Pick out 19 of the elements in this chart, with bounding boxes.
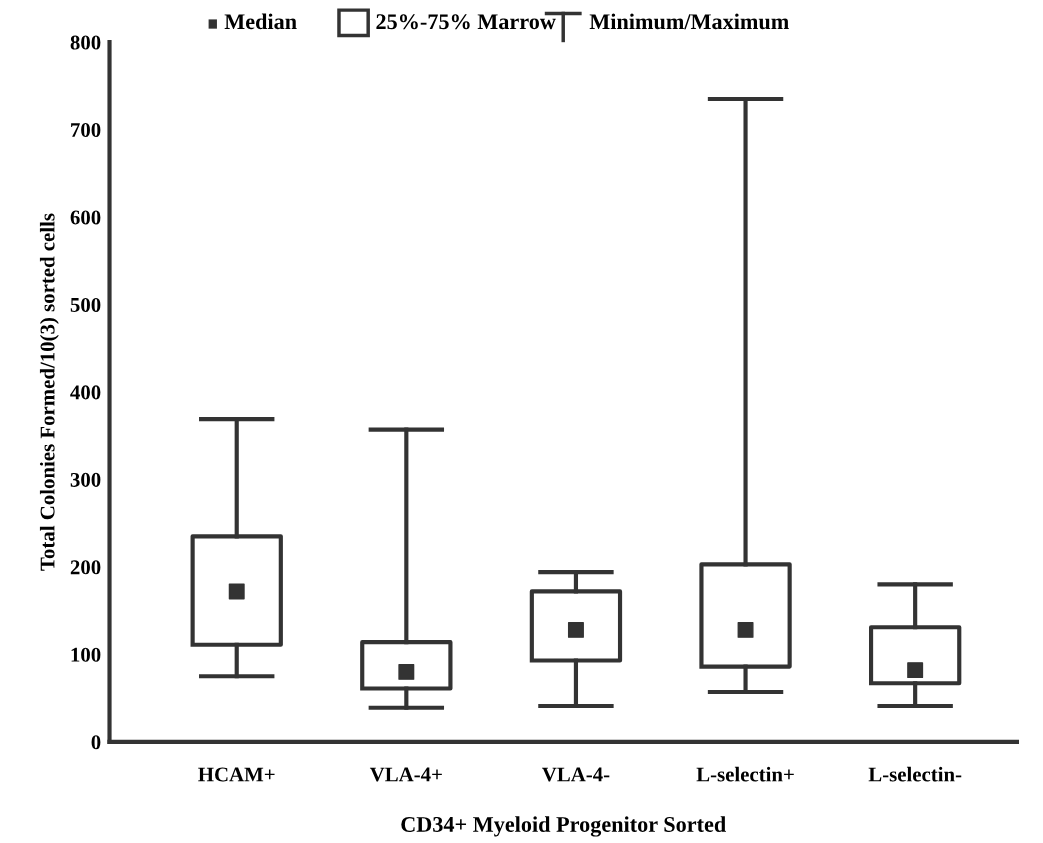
x-tick-label: VLA-4- — [542, 767, 610, 782]
y-tick-label: 600 — [70, 210, 101, 225]
text: Minimum/Maximum — [589, 13, 789, 30]
y-tick-label: 700 — [71, 122, 101, 138]
text: 25%-75% Marrow — [376, 14, 556, 30]
y-tick-label: 0 — [91, 735, 101, 750]
y-axis-title: Total Colonies Formed/10(3) sorted cells — [39, 213, 59, 571]
y-tick-label: 500 — [70, 297, 101, 312]
x-tick-label: L-selectin- — [868, 766, 962, 782]
y-tick-label: 400 — [70, 385, 101, 400]
x-tick-label: HCAM+ — [198, 767, 275, 782]
x-tick-label: VLA-4+ — [369, 767, 442, 782]
x-axis-title: CD34+ Myeloid Progenitor Sorted — [401, 816, 726, 837]
y-tick-label: 200 — [70, 560, 101, 575]
x-tick-label: L-selectin+ — [696, 766, 794, 782]
y-tick-label: 300 — [70, 472, 101, 487]
y-tick-label: 800 — [70, 35, 101, 50]
y-tick-label: 100 — [71, 647, 101, 662]
text: Median — [224, 13, 297, 30]
